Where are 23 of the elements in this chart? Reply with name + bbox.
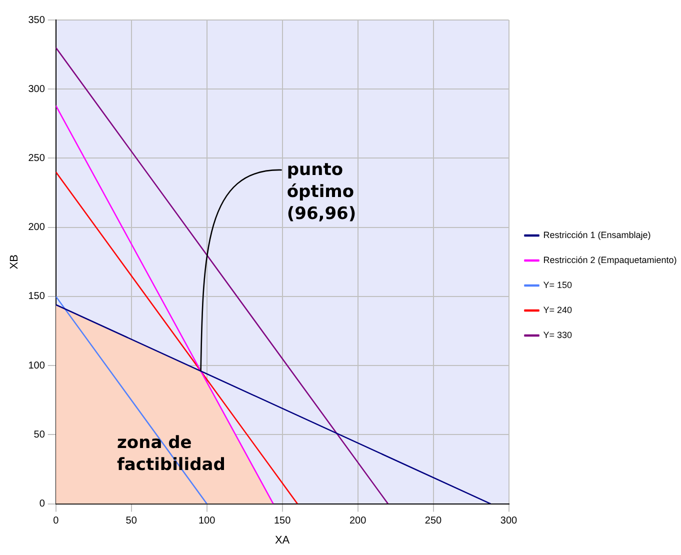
- legend-label: Y= 240: [543, 304, 572, 315]
- x-tick-label: 150: [274, 516, 292, 527]
- x-tick-label: 50: [126, 516, 138, 527]
- legend-label: Y= 150: [543, 280, 572, 290]
- y-axis-title: XB: [8, 254, 21, 270]
- y-tick-label: 350: [28, 14, 46, 26]
- y-tick-label: 0: [39, 498, 46, 510]
- x-tick-label: 250: [424, 516, 442, 527]
- y-tick-label: 100: [28, 360, 46, 372]
- annotation: punto óptimo (96,96): [286, 160, 356, 224]
- y-tick-label: 300: [28, 84, 46, 95]
- legend-label: Restricción 2 (Empaquetamiento): [543, 254, 677, 265]
- x-tick-label: 0: [53, 516, 60, 527]
- x-tick-label: 300: [500, 516, 518, 527]
- y-tick-label: 150: [28, 291, 46, 302]
- legend-label: Restricción 1 (Ensamblaje): [543, 230, 651, 240]
- y-tick-label: 200: [28, 222, 46, 234]
- x-tick-label: 100: [198, 516, 216, 527]
- y-tick-label: 50: [34, 429, 46, 440]
- y-tick-label: 250: [28, 152, 46, 164]
- x-axis-title: XA: [274, 534, 290, 546]
- legend-label: Y= 330: [543, 330, 572, 340]
- x-tick-label: 200: [349, 516, 367, 527]
